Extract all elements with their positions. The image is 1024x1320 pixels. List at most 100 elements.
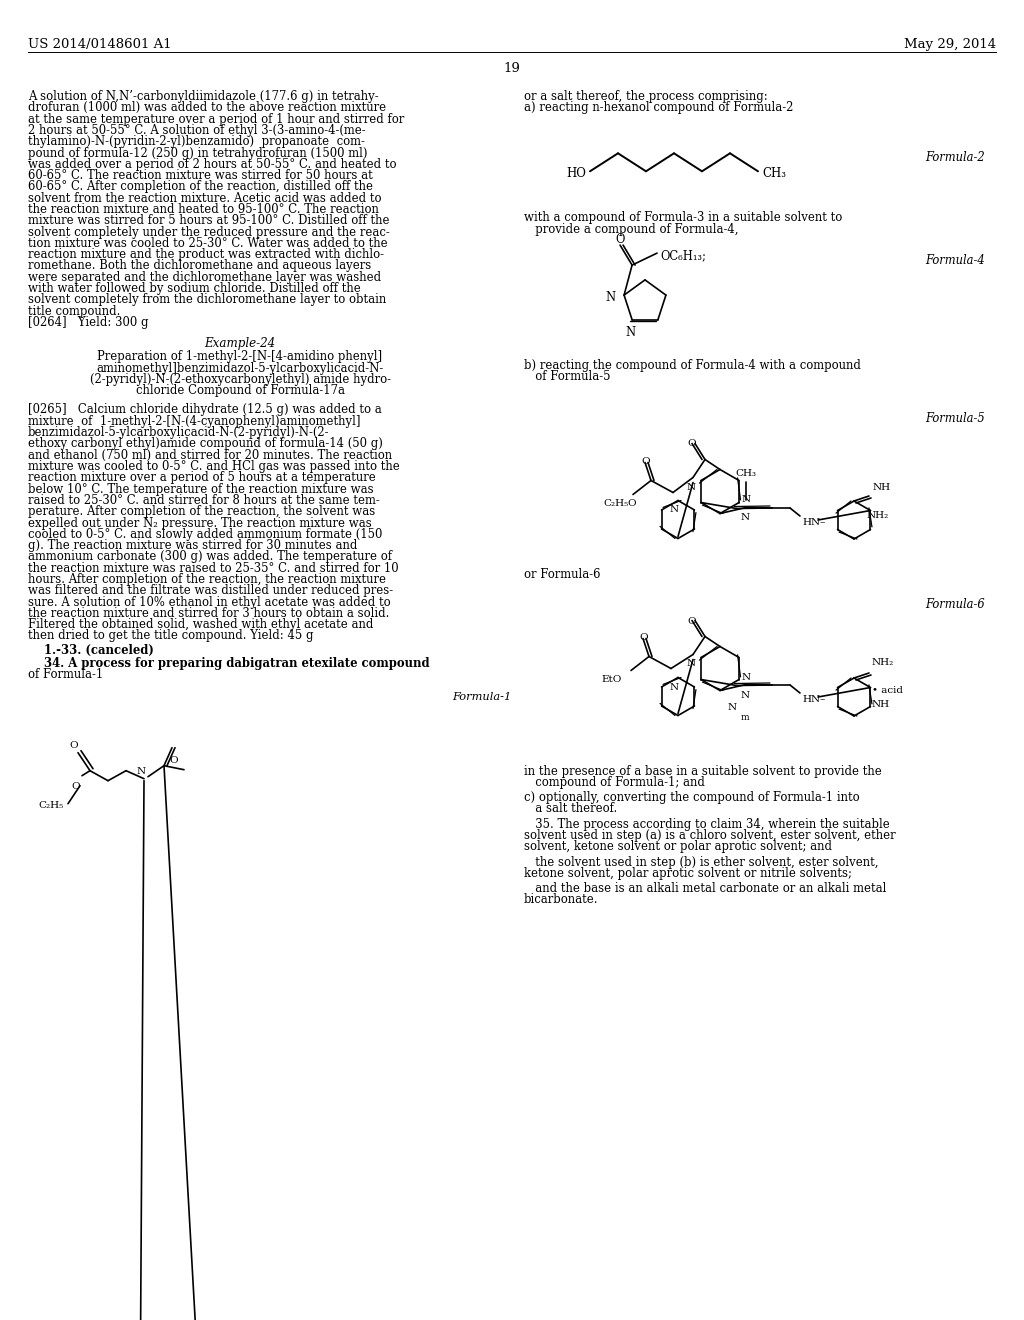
Text: at the same temperature over a period of 1 hour and stirred for: at the same temperature over a period of… xyxy=(28,112,404,125)
Text: N: N xyxy=(687,483,696,491)
Text: N: N xyxy=(728,704,737,713)
Text: C₂H₅: C₂H₅ xyxy=(603,499,629,507)
Text: was added over a period of 2 hours at 50-55° C. and heated to: was added over a period of 2 hours at 50… xyxy=(28,158,396,170)
Text: ketone solvent, polar aprotic solvent or nitrile solvents;: ketone solvent, polar aprotic solvent or… xyxy=(524,867,852,880)
Text: title compound.: title compound. xyxy=(28,305,121,318)
Text: mixture  of  1-methyl-2-[N-(4-cyanophenyl)aminomethyl]: mixture of 1-methyl-2-[N-(4-cyanophenyl)… xyxy=(28,414,360,428)
Text: O: O xyxy=(72,781,80,791)
Text: raised to 25-30° C. and stirred for 8 hours at the same tem-: raised to 25-30° C. and stirred for 8 ho… xyxy=(28,494,380,507)
Text: N: N xyxy=(625,326,635,339)
Text: or Formula-6: or Formula-6 xyxy=(524,569,600,582)
Text: or a salt thereof, the process comprising:: or a salt thereof, the process comprisin… xyxy=(524,90,768,103)
Text: were separated and the dichloromethane layer was washed: were separated and the dichloromethane l… xyxy=(28,271,381,284)
Text: reaction mixture over a period of 5 hours at a temperature: reaction mixture over a period of 5 hour… xyxy=(28,471,376,484)
Text: NH: NH xyxy=(873,483,891,492)
Text: N: N xyxy=(741,495,751,504)
Text: HN–: HN– xyxy=(802,517,825,527)
Text: expelled out under N₂ pressure. The reaction mixture was: expelled out under N₂ pressure. The reac… xyxy=(28,516,372,529)
Text: benzimidazol-5-ylcarboxylicacid-N-(2-pyridyl)-N-(2-: benzimidazol-5-ylcarboxylicacid-N-(2-pyr… xyxy=(28,426,330,440)
Text: hours. After completion of the reaction, the reaction mixture: hours. After completion of the reaction,… xyxy=(28,573,386,586)
Text: (2-pyridyl)-N-(2-ethoxycarbonylethyl) amide hydro-: (2-pyridyl)-N-(2-ethoxycarbonylethyl) am… xyxy=(89,374,390,385)
Text: provide a compound of Formula-4,: provide a compound of Formula-4, xyxy=(524,223,738,235)
Text: EtO: EtO xyxy=(601,675,622,684)
Text: romethane. Both the dichloromethane and aqueous layers: romethane. Both the dichloromethane and … xyxy=(28,260,372,272)
Text: N: N xyxy=(687,660,696,668)
Text: O: O xyxy=(627,499,636,507)
Text: reaction mixture and the product was extracted with dichlo-: reaction mixture and the product was ext… xyxy=(28,248,384,261)
Text: in the presence of a base in a suitable solvent to provide the: in the presence of a base in a suitable … xyxy=(524,764,882,777)
Text: HN–: HN– xyxy=(802,696,825,704)
Text: below 10° C. The temperature of the reaction mixture was: below 10° C. The temperature of the reac… xyxy=(28,483,374,495)
Text: • acid: • acid xyxy=(872,686,903,696)
Text: bicarbonate.: bicarbonate. xyxy=(524,894,598,907)
Text: perature. After completion of the reaction, the solvent was: perature. After completion of the reacti… xyxy=(28,506,375,519)
Text: a salt thereof.: a salt thereof. xyxy=(524,803,617,816)
Text: compound of Formula-1; and: compound of Formula-1; and xyxy=(524,776,705,789)
Text: N: N xyxy=(740,690,750,700)
Text: with water followed by sodium chloride. Distilled off the: with water followed by sodium chloride. … xyxy=(28,282,360,296)
Text: of Formula-1: of Formula-1 xyxy=(28,668,103,681)
Text: sure. A solution of 10% ethanol in ethyl acetate was added to: sure. A solution of 10% ethanol in ethyl… xyxy=(28,595,390,609)
Text: OC₆H₁₃;: OC₆H₁₃; xyxy=(660,249,706,263)
Text: O: O xyxy=(70,741,78,750)
Text: Formula-1: Formula-1 xyxy=(452,692,511,702)
Text: and the base is an alkali metal carbonate or an alkali metal: and the base is an alkali metal carbonat… xyxy=(524,882,887,895)
Text: 2 hours at 50-55° C. A solution of ethyl 3-(3-amino-4-(me-: 2 hours at 50-55° C. A solution of ethyl… xyxy=(28,124,366,137)
Text: O: O xyxy=(639,634,647,643)
Text: solvent used in step (a) is a chloro solvent, ester solvent, ether: solvent used in step (a) is a chloro sol… xyxy=(524,829,896,842)
Text: solvent completely under the reduced pressure and the reac-: solvent completely under the reduced pre… xyxy=(28,226,390,239)
Text: [0265]   Calcium chloride dihydrate (12.5 g) was added to a: [0265] Calcium chloride dihydrate (12.5 … xyxy=(28,404,382,417)
Text: Formula-2: Formula-2 xyxy=(926,152,985,164)
Text: Example-24: Example-24 xyxy=(205,338,275,350)
Text: 1.-33. (canceled): 1.-33. (canceled) xyxy=(28,644,154,657)
Text: 34. A process for preparing dabigatran etexilate compound: 34. A process for preparing dabigatran e… xyxy=(28,657,430,671)
Text: solvent completely from the dichloromethane layer to obtain: solvent completely from the dichlorometh… xyxy=(28,293,386,306)
Text: pound of formula-12 (250 g) in tetrahydrofuran (1500 ml): pound of formula-12 (250 g) in tetrahydr… xyxy=(28,147,368,160)
Text: ammonium carbonate (300 g) was added. The temperature of: ammonium carbonate (300 g) was added. Th… xyxy=(28,550,392,564)
Text: m: m xyxy=(740,714,750,722)
Text: aminomethyl]benzimidazol-5-ylcarboxylicacid-N-: aminomethyl]benzimidazol-5-ylcarboxylica… xyxy=(96,362,384,375)
Text: O: O xyxy=(170,755,178,764)
Text: Formula-6: Formula-6 xyxy=(926,598,985,611)
Text: b) reacting the compound of Formula-4 with a compound: b) reacting the compound of Formula-4 wi… xyxy=(524,359,861,372)
Text: Filtered the obtained solid, washed with ethyl acetate and: Filtered the obtained solid, washed with… xyxy=(28,618,374,631)
Text: 60-65° C. After completion of the reaction, distilled off the: 60-65° C. After completion of the reacti… xyxy=(28,181,373,194)
Text: was filtered and the filtrate was distilled under reduced pres-: was filtered and the filtrate was distil… xyxy=(28,585,393,597)
Text: O: O xyxy=(641,458,649,466)
Text: O: O xyxy=(687,616,695,626)
Text: the reaction mixture was raised to 25-35° C. and stirred for 10: the reaction mixture was raised to 25-35… xyxy=(28,562,398,574)
Text: solvent from the reaction mixture. Acetic acid was added to: solvent from the reaction mixture. Aceti… xyxy=(28,191,382,205)
Text: solvent, ketone solvent or polar aprotic solvent; and: solvent, ketone solvent or polar aprotic… xyxy=(524,841,831,853)
Text: Preparation of 1-methyl-2-[N-[4-amidino phenyl]: Preparation of 1-methyl-2-[N-[4-amidino … xyxy=(97,350,383,363)
Text: the reaction mixture and stirred for 3 hours to obtain a solid.: the reaction mixture and stirred for 3 h… xyxy=(28,607,389,620)
Text: drofuran (1000 ml) was added to the above reaction mixture: drofuran (1000 ml) was added to the abov… xyxy=(28,102,386,115)
Text: N: N xyxy=(136,767,145,776)
Text: thylamino)-N-(pyridin-2-yl)benzamido)  propanoate  com-: thylamino)-N-(pyridin-2-yl)benzamido) pr… xyxy=(28,135,365,148)
Text: cooled to 0-5° C. and slowly added ammonium formate (150: cooled to 0-5° C. and slowly added ammon… xyxy=(28,528,382,541)
Text: with a compound of Formula-3 in a suitable solvent to: with a compound of Formula-3 in a suitab… xyxy=(524,211,843,224)
Text: N: N xyxy=(670,682,679,692)
Text: 35. The process according to claim 34, wherein the suitable: 35. The process according to claim 34, w… xyxy=(524,817,890,830)
Text: NH: NH xyxy=(872,700,890,709)
Text: N: N xyxy=(670,506,679,515)
Text: O: O xyxy=(615,234,625,246)
Text: C₂H₅: C₂H₅ xyxy=(38,801,63,809)
Text: N: N xyxy=(740,512,750,521)
Text: Formula-5: Formula-5 xyxy=(926,412,985,425)
Text: O: O xyxy=(687,440,695,449)
Text: and ethanol (750 ml) and stirred for 20 minutes. The reaction: and ethanol (750 ml) and stirred for 20 … xyxy=(28,449,392,462)
Text: g). The reaction mixture was stirred for 30 minutes and: g). The reaction mixture was stirred for… xyxy=(28,539,357,552)
Text: c) optionally, converting the compound of Formula-1 into: c) optionally, converting the compound o… xyxy=(524,791,859,804)
Text: a) reacting n-hexanol compound of Formula-2: a) reacting n-hexanol compound of Formul… xyxy=(524,102,794,115)
Text: mixture was stirred for 5 hours at 95-100° C. Distilled off the: mixture was stirred for 5 hours at 95-10… xyxy=(28,214,389,227)
Text: CH₃: CH₃ xyxy=(762,168,786,181)
Text: A solution of N,N’-carbonyldiimidazole (177.6 g) in tetrahy-: A solution of N,N’-carbonyldiimidazole (… xyxy=(28,90,379,103)
Text: ethoxy carbonyl ethyl)amide compound of formula-14 (50 g): ethoxy carbonyl ethyl)amide compound of … xyxy=(28,437,383,450)
Text: mixture was cooled to 0-5° C. and HCl gas was passed into the: mixture was cooled to 0-5° C. and HCl ga… xyxy=(28,459,399,473)
Text: tion mixture was cooled to 25-30° C. Water was added to the: tion mixture was cooled to 25-30° C. Wat… xyxy=(28,236,388,249)
Text: the solvent used in step (b) is ether solvent, ester solvent,: the solvent used in step (b) is ether so… xyxy=(524,855,879,869)
Text: N: N xyxy=(605,292,615,304)
Text: US 2014/0148601 A1: US 2014/0148601 A1 xyxy=(28,38,172,51)
Text: CH₃: CH₃ xyxy=(735,470,757,479)
Text: of Formula-5: of Formula-5 xyxy=(524,370,610,383)
